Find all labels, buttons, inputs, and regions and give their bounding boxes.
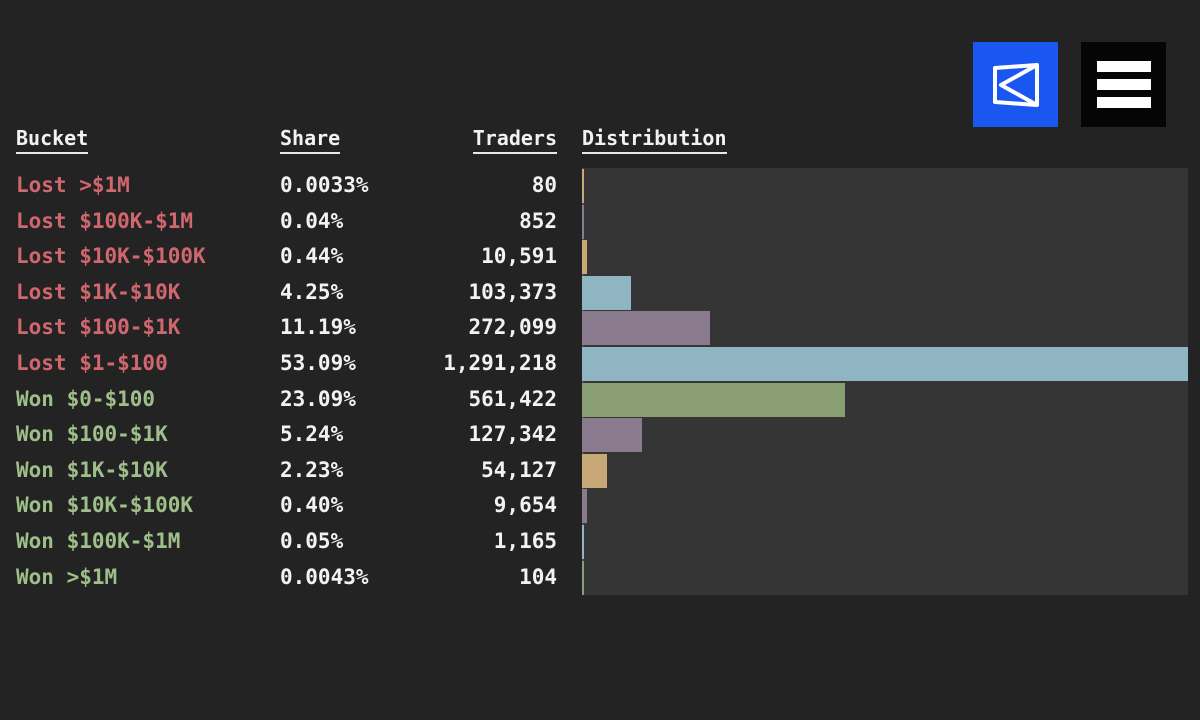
- traders-value: 80: [531, 173, 557, 197]
- distribution-bar: [582, 453, 608, 488]
- bucket-label: Lost $1-$100: [16, 351, 168, 375]
- bucket-label: Lost $1K-$10K: [16, 279, 181, 304]
- traders-value: 272,099: [468, 315, 557, 340]
- share-value: 0.04%: [280, 208, 344, 233]
- distribution-bar: [582, 489, 587, 524]
- share-value: 2.23%: [280, 457, 344, 482]
- bucket-label: Lost $100-$1K: [16, 315, 181, 340]
- share-value: 53.09%: [280, 351, 356, 375]
- table-row: Lost $1-$100 53.09% 1,291,218: [0, 346, 582, 382]
- table-row: Lost $100K-$1M 0.04% 852: [0, 204, 582, 240]
- distribution-bar: [582, 525, 584, 560]
- distribution-bar: [582, 311, 710, 346]
- share-value: 0.44%: [280, 244, 344, 269]
- bucket-label: Won $100K-$1M: [16, 529, 181, 553]
- traders-value: 1,165: [493, 529, 557, 553]
- logo-icon: [992, 62, 1039, 107]
- distribution-bar: [582, 275, 631, 310]
- share-value: 0.0043%: [280, 564, 369, 589]
- share-value: 0.0033%: [280, 173, 369, 197]
- table-row: Won $100K-$1M 0.05% 1,165: [0, 524, 582, 560]
- menu-button[interactable]: [1081, 42, 1166, 127]
- bucket-label: Won $10K-$100K: [16, 493, 194, 518]
- distribution-bar: [582, 347, 1188, 382]
- bucket-label: Won $0-$100: [16, 386, 156, 411]
- share-value: 4.25%: [280, 279, 344, 304]
- table-row: Won $10K-$100K 0.40% 9,654: [0, 488, 582, 524]
- traders-value: 103,373: [468, 279, 557, 304]
- share-value: 11.19%: [280, 315, 356, 340]
- table-row: Lost $1K-$10K 4.25% 103,373: [0, 275, 582, 311]
- traders-value: 10,591: [481, 244, 557, 269]
- traders-value: 104: [519, 564, 557, 589]
- traders-value: 54,127: [481, 457, 557, 482]
- share-value: 0.40%: [280, 493, 344, 518]
- table-row: Won $1K-$10K 2.23% 54,127: [0, 453, 582, 489]
- traders-value: 9,654: [493, 493, 557, 518]
- column-header-distribution: Distribution: [582, 124, 727, 154]
- bucket-label: Lost $10K-$100K: [16, 244, 206, 269]
- bucket-label: Lost >$1M: [16, 173, 130, 197]
- table-row: Won $0-$100 23.09% 561,422: [0, 382, 582, 418]
- bucket-label: Won $100-$1K: [16, 422, 168, 447]
- bucket-label: Won >$1M: [16, 564, 118, 589]
- bucket-label: Won $1K-$10K: [16, 457, 168, 482]
- bucket-label: Lost $100K-$1M: [16, 208, 194, 233]
- distribution-bar: [582, 418, 642, 453]
- traders-value: 852: [519, 208, 557, 233]
- table-row: Lost >$1M 0.0033% 80: [0, 168, 582, 204]
- hamburger-menu-icon: [1096, 60, 1151, 108]
- traders-value: 1,291,218: [443, 351, 557, 375]
- distribution-bar: [582, 169, 584, 204]
- table-row: Lost $10K-$100K 0.44% 10,591: [0, 239, 582, 275]
- table-row: Won >$1M 0.0043% 104: [0, 560, 582, 596]
- table-row: Lost $100-$1K 11.19% 272,099: [0, 310, 582, 346]
- distribution-bar: [582, 382, 846, 417]
- distribution-bar: [582, 560, 584, 595]
- distribution-bar: [582, 204, 584, 239]
- table-row: Won $100-$1K 5.24% 127,342: [0, 417, 582, 453]
- share-value: 5.24%: [280, 422, 344, 447]
- column-header-share: Share: [280, 124, 341, 154]
- traders-value: 561,422: [468, 386, 557, 411]
- distribution-chart: [582, 168, 1188, 595]
- column-header-traders: Traders: [400, 124, 557, 154]
- share-value: 0.05%: [280, 529, 344, 553]
- distribution-axis: [582, 168, 584, 595]
- distribution-bar: [582, 240, 587, 275]
- column-header-bucket: Bucket: [16, 124, 89, 154]
- traders-value: 127,342: [468, 422, 557, 447]
- share-value: 23.09%: [280, 386, 356, 411]
- logo-button[interactable]: [973, 42, 1058, 127]
